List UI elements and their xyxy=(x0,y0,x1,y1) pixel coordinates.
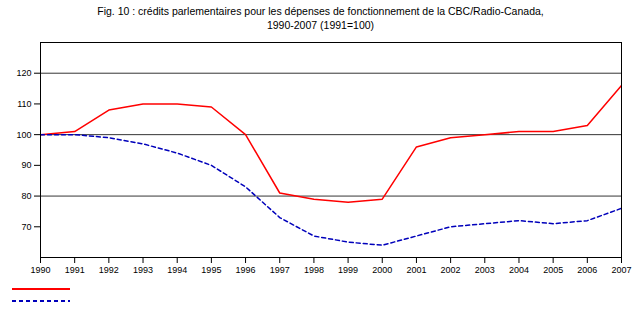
svg-text:1996: 1996 xyxy=(236,265,256,275)
html-text:Fig. 10 : crédits parlementair: Fig. 10 : crédits parlementaires pour le… xyxy=(97,5,544,17)
svg-text:2007: 2007 xyxy=(611,265,631,275)
svg-text:120: 120 xyxy=(16,68,31,78)
svg-text:90: 90 xyxy=(21,160,31,170)
svg-text:1990: 1990 xyxy=(30,265,50,275)
svg-text:2004: 2004 xyxy=(509,265,529,275)
svg-text:1992: 1992 xyxy=(99,265,119,275)
svg-text:80: 80 xyxy=(21,191,31,201)
svg-text:100: 100 xyxy=(16,130,31,140)
svg-text:1994: 1994 xyxy=(167,265,187,275)
svg-text:1995: 1995 xyxy=(201,265,221,275)
html-text:1990-2007 (1991=100): 1990-2007 (1991=100) xyxy=(266,19,375,31)
svg-text:110: 110 xyxy=(17,99,31,109)
svg-text:1997: 1997 xyxy=(270,265,290,275)
svg-text:1999: 1999 xyxy=(338,265,358,275)
svg-text:2006: 2006 xyxy=(577,265,597,275)
svg-text:2001: 2001 xyxy=(406,265,426,275)
svg-text:1991: 1991 xyxy=(65,265,85,275)
svg-text:2002: 2002 xyxy=(441,265,461,275)
svg-text:2000: 2000 xyxy=(372,265,392,275)
svg-text:70: 70 xyxy=(21,222,31,232)
svg-text:1998: 1998 xyxy=(304,265,324,275)
svg-text:1993: 1993 xyxy=(133,265,153,275)
svg-text:2003: 2003 xyxy=(475,265,495,275)
svg-text:2005: 2005 xyxy=(543,265,563,275)
